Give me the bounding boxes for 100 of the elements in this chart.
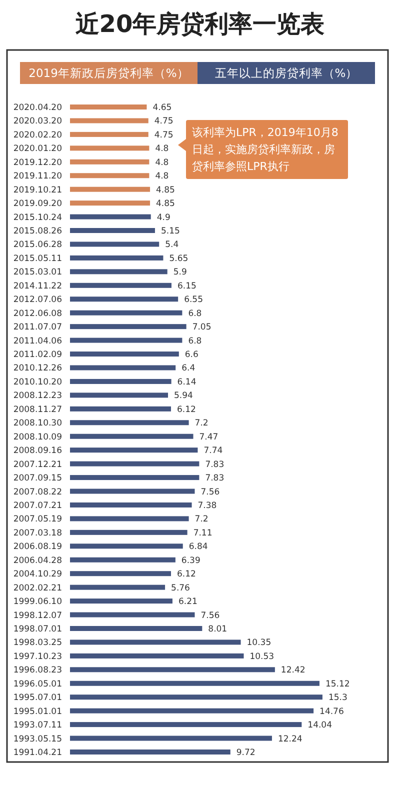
bar <box>70 667 275 672</box>
y-tick-label: 2020.04.20 <box>13 103 62 113</box>
bar <box>70 722 302 728</box>
data-label: 5.94 <box>174 391 193 402</box>
y-tick-label: 1995.07.01 <box>13 693 62 704</box>
data-label: 5.76 <box>171 583 190 594</box>
bar <box>70 516 189 522</box>
data-label: 4.85 <box>156 185 175 196</box>
bar <box>70 352 179 357</box>
y-tick-label: 2007.09.15 <box>13 474 62 484</box>
y-tick-label: 2019.12.20 <box>13 158 62 168</box>
y-tick-label: 2004.10.29 <box>13 570 62 580</box>
data-label: 14.76 <box>320 706 344 717</box>
y-tick-label: 2015.08.26 <box>13 226 62 237</box>
data-label: 6.39 <box>181 556 200 566</box>
data-label: 14.04 <box>308 720 332 731</box>
y-tick-label: 2020.02.20 <box>13 130 62 140</box>
bar <box>70 173 150 178</box>
data-label: 7.47 <box>199 432 218 442</box>
data-label: 6.8 <box>188 308 202 319</box>
y-tick-label: 1998.12.07 <box>13 610 62 621</box>
y-tick-label: 2008.12.23 <box>13 391 62 402</box>
y-tick-label: 2015.06.28 <box>13 240 62 250</box>
y-tick-label: 2012.06.08 <box>13 308 62 319</box>
y-tick-label: 2014.11.22 <box>13 281 62 292</box>
data-label: 15.12 <box>325 679 350 690</box>
data-label: 5.9 <box>173 268 187 278</box>
y-tick-label: 1996.08.23 <box>13 666 62 676</box>
bar <box>70 324 186 330</box>
text: 2019年新政后房贷利率（%） <box>28 66 189 80</box>
data-label: 6.8 <box>188 336 202 346</box>
y-tick-label: 2011.02.09 <box>13 350 62 360</box>
data-label: 7.05 <box>192 322 212 333</box>
y-tick-label: 2015.10.24 <box>13 212 62 223</box>
y-tick-label: 2006.08.19 <box>13 542 62 552</box>
chart-title: 近20年房贷利率一览表 <box>75 10 325 38</box>
data-label: 4.9 <box>156 212 170 223</box>
y-tick-label: 2007.12.21 <box>13 460 62 470</box>
y-tick-label: 2019.10.21 <box>13 185 62 196</box>
data-label: 15.3 <box>328 693 348 704</box>
bar <box>70 584 166 590</box>
bar <box>70 448 198 453</box>
y-tick-label: 2007.05.19 <box>13 514 62 525</box>
data-label: 7.2 <box>194 418 208 429</box>
data-label: 7.2 <box>194 514 208 525</box>
y-tick-label: 2006.04.28 <box>13 556 62 566</box>
bar <box>70 269 168 274</box>
bar <box>70 626 202 631</box>
y-tick-label: 2019.11.20 <box>13 172 62 182</box>
y-tick-label: 2007.03.18 <box>13 528 62 538</box>
bar <box>70 242 160 247</box>
bar <box>70 104 147 110</box>
bar <box>70 406 171 412</box>
data-label: 4.75 <box>154 116 174 127</box>
y-tick-label: 2007.08.22 <box>13 487 62 498</box>
bar <box>70 146 150 151</box>
bar <box>70 200 150 206</box>
data-label: 8.01 <box>208 624 228 634</box>
y-tick-label: 2002.02.21 <box>13 583 62 594</box>
bar <box>70 378 172 384</box>
y-tick-label: 2008.11.27 <box>13 404 62 415</box>
bar <box>70 598 172 604</box>
data-label: 4.8 <box>155 158 169 168</box>
bar <box>70 159 150 164</box>
data-label: 4.85 <box>156 199 175 210</box>
bar <box>70 488 195 494</box>
data-label: 6.12 <box>176 570 196 580</box>
bar <box>70 118 148 124</box>
bar <box>70 680 320 686</box>
data-label: 7.56 <box>200 610 220 621</box>
data-label: 7.83 <box>205 460 224 470</box>
data-label: 12.42 <box>280 666 306 676</box>
data-label: 5.65 <box>169 254 188 264</box>
data-label: 6.14 <box>177 377 196 388</box>
data-label: 7.11 <box>193 528 212 538</box>
bar <box>70 653 244 658</box>
y-tick-label: 2008.10.30 <box>13 418 62 429</box>
y-tick-label: 1993.05.15 <box>13 734 62 744</box>
data-label: 4.65 <box>152 103 172 113</box>
bar <box>70 186 150 192</box>
bar <box>70 571 171 576</box>
y-tick-label: 2008.10.09 <box>13 432 62 442</box>
bar <box>70 640 241 645</box>
data-label: 7.83 <box>205 474 224 484</box>
text: 五年以上的房贷利率（%） <box>214 66 358 80</box>
y-tick-label: 2012.07.06 <box>13 295 62 306</box>
bar <box>70 310 182 316</box>
bar <box>70 694 322 700</box>
y-tick-label: 1993.07.11 <box>13 720 62 731</box>
y-tick-label: 2011.07.07 <box>13 322 62 333</box>
y-tick-label: 2015.03.01 <box>13 268 62 278</box>
data-label: 6.4 <box>182 364 196 374</box>
bar <box>70 282 172 288</box>
data-label: 4.8 <box>155 172 169 182</box>
y-tick-label: 2010.10.20 <box>13 377 62 388</box>
bar <box>70 296 178 302</box>
y-tick-label: 2019.09.20 <box>13 199 62 210</box>
bar <box>70 544 183 549</box>
bar <box>70 475 200 480</box>
annotation: 该利率为LPR，2019年10月8日起，实施房贷利率新政，房贷利率参照LPR执行 <box>186 120 348 179</box>
